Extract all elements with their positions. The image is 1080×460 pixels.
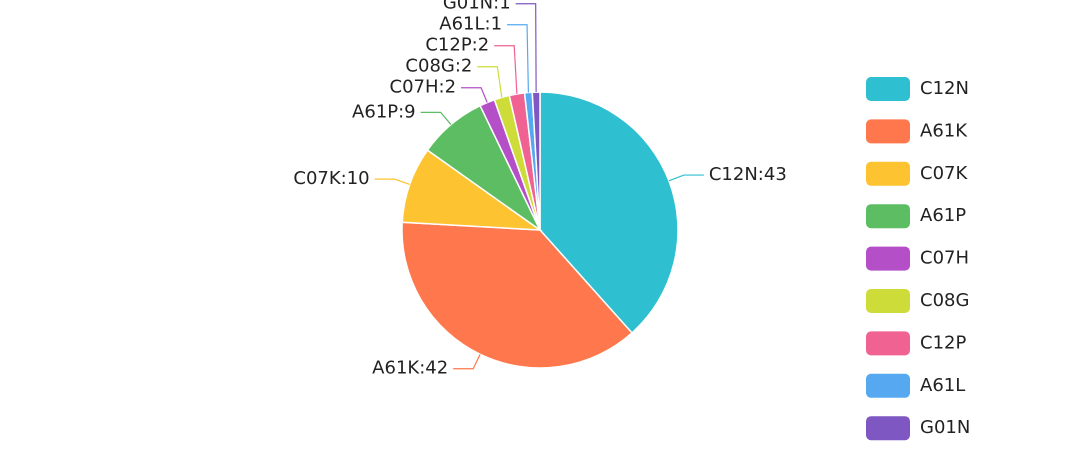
pie-slice: [539, 91, 679, 334]
legend-label: C12P: [920, 332, 966, 353]
label-line: [494, 45, 518, 94]
label-line: [668, 174, 704, 182]
label-line: [515, 3, 537, 93]
legend-label: A61K: [920, 120, 968, 141]
legend-label: A61P: [920, 205, 966, 226]
legend-label: C12N: [920, 78, 969, 99]
legend-swatch: [866, 373, 910, 398]
legend-label: C07K: [920, 163, 968, 184]
data-label: C07H:2: [390, 77, 457, 98]
data-label: C08G:2: [405, 56, 472, 77]
data-label: C12P:2: [425, 35, 489, 56]
legend-label: C08G: [920, 290, 969, 311]
data-label: A61K:42: [372, 358, 448, 379]
data-label: C07K:10: [293, 168, 369, 189]
label-line: [461, 87, 488, 103]
data-label: A61P:9: [352, 101, 416, 122]
legend-swatch: [866, 416, 910, 441]
legend-label: G01N: [920, 417, 970, 438]
data-label: C12N:43: [709, 164, 787, 185]
data-label: A61L:1: [439, 14, 502, 35]
legend-swatch: [866, 289, 910, 313]
label-line: [453, 354, 481, 370]
legend-swatch: [866, 77, 910, 101]
label-line: [420, 111, 452, 125]
label-line: [507, 24, 530, 93]
legend-label: C07H: [920, 248, 969, 269]
legend-swatch: [866, 331, 910, 356]
label-line: [374, 178, 410, 185]
legend-swatch: [866, 246, 910, 271]
label-line: [477, 66, 503, 98]
data-label: G01N:1: [443, 0, 511, 14]
legend-swatch: [866, 204, 910, 229]
legend-swatch: [866, 119, 910, 144]
legend-label: A61L: [920, 375, 965, 396]
legend-swatch: [866, 161, 910, 186]
